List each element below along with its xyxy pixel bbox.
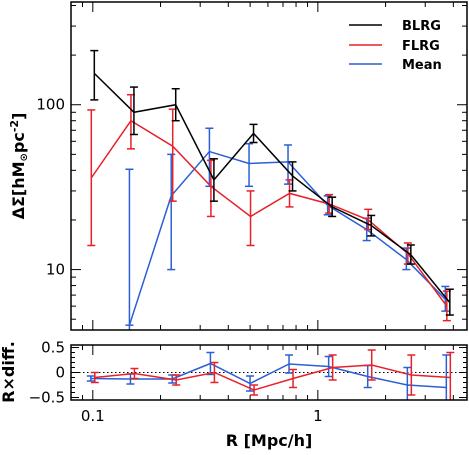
error-bar-flrg xyxy=(250,384,259,396)
error-bar-flrg xyxy=(87,109,96,247)
bottom-y-axis-label: R×diff. xyxy=(0,341,18,403)
error-bar-mean xyxy=(324,355,333,378)
y-tick-label: 10 xyxy=(46,261,65,279)
series-line-mean xyxy=(90,362,447,389)
bottom-plot-frame xyxy=(70,344,468,401)
series-flrg xyxy=(90,349,455,400)
top-axis-ticks xyxy=(70,2,467,330)
error-bar-blrg xyxy=(90,49,99,101)
top-y-axis-label: ΔΣ[hM⊙pc-2] xyxy=(8,113,30,220)
y-tick-label: 0 xyxy=(55,364,65,382)
error-bar-mean xyxy=(284,144,293,185)
series-blrg xyxy=(90,49,454,316)
error-bar-flrg xyxy=(210,361,219,384)
y-tick-label: −0.5 xyxy=(29,389,65,407)
top-y-tick-labels: 10 100 xyxy=(36,96,65,279)
error-bar-blrg xyxy=(209,158,218,202)
series-line-flrg xyxy=(94,364,451,391)
error-bar-mean xyxy=(86,375,95,382)
error-bar-flrg xyxy=(446,351,455,400)
error-bar-blrg xyxy=(288,161,297,192)
legend-item-blrg: BLRG xyxy=(349,19,441,34)
x-tick-label: 1 xyxy=(313,407,323,425)
series-mean xyxy=(125,127,450,330)
profile-series xyxy=(87,49,454,330)
error-bar-flrg xyxy=(172,374,181,386)
series-line-flrg xyxy=(90,119,448,307)
error-bar-flrg xyxy=(328,354,337,381)
x-axis-label: R [Mpc/h] xyxy=(226,431,313,450)
error-bar-blrg xyxy=(445,288,454,316)
error-bar-blrg xyxy=(171,88,180,122)
error-bar-mean xyxy=(323,195,332,216)
y-tick-label: 0.5 xyxy=(41,339,65,357)
lensing-profile-panel: 10 100 BLRG FLRG Mean ΔΣ[hM⊙pc-2] xyxy=(8,1,468,331)
error-bar-flrg xyxy=(168,108,177,202)
error-bar-flrg xyxy=(289,368,298,389)
error-bar-mean xyxy=(245,142,254,188)
y-tick-label: 100 xyxy=(36,96,65,114)
legend-label-mean: Mean xyxy=(402,58,442,73)
legend-label-blrg: BLRG xyxy=(402,19,441,34)
top-plot-frame xyxy=(70,1,468,331)
error-bar-blrg xyxy=(406,244,415,265)
error-bar-mean xyxy=(167,153,176,271)
x-tick-label: 0.1 xyxy=(81,407,105,425)
error-bar-flrg xyxy=(407,354,416,396)
legend-label-flrg: FLRG xyxy=(402,39,440,54)
error-bar-flrg xyxy=(130,367,139,380)
series-line-blrg xyxy=(93,72,451,304)
x-tick-labels: 0.1 1 xyxy=(81,407,323,425)
error-bar-blrg xyxy=(129,86,138,136)
error-bar-blrg xyxy=(367,214,376,237)
error-bar-mean xyxy=(206,351,215,376)
error-bar-flrg xyxy=(367,349,376,381)
error-bar-flrg xyxy=(90,371,99,384)
difference-panel: 0.50−0.5 0.1 1 R×diff. R [Mpc/h] xyxy=(0,339,468,450)
difference-series xyxy=(86,349,455,400)
legend-item-flrg: FLRG xyxy=(349,39,440,54)
error-bar-mean xyxy=(125,168,134,326)
error-bar-mean xyxy=(442,354,451,400)
error-bar-mean xyxy=(441,285,450,312)
bottom-y-tick-labels: 0.5 0 −0.5 xyxy=(29,339,65,407)
error-bar-blrg xyxy=(328,196,337,218)
legend: BLRG FLRG Mean xyxy=(349,19,442,73)
error-bar-blrg xyxy=(249,123,258,144)
error-bar-flrg xyxy=(246,190,255,247)
legend-item-mean: Mean xyxy=(349,58,442,73)
